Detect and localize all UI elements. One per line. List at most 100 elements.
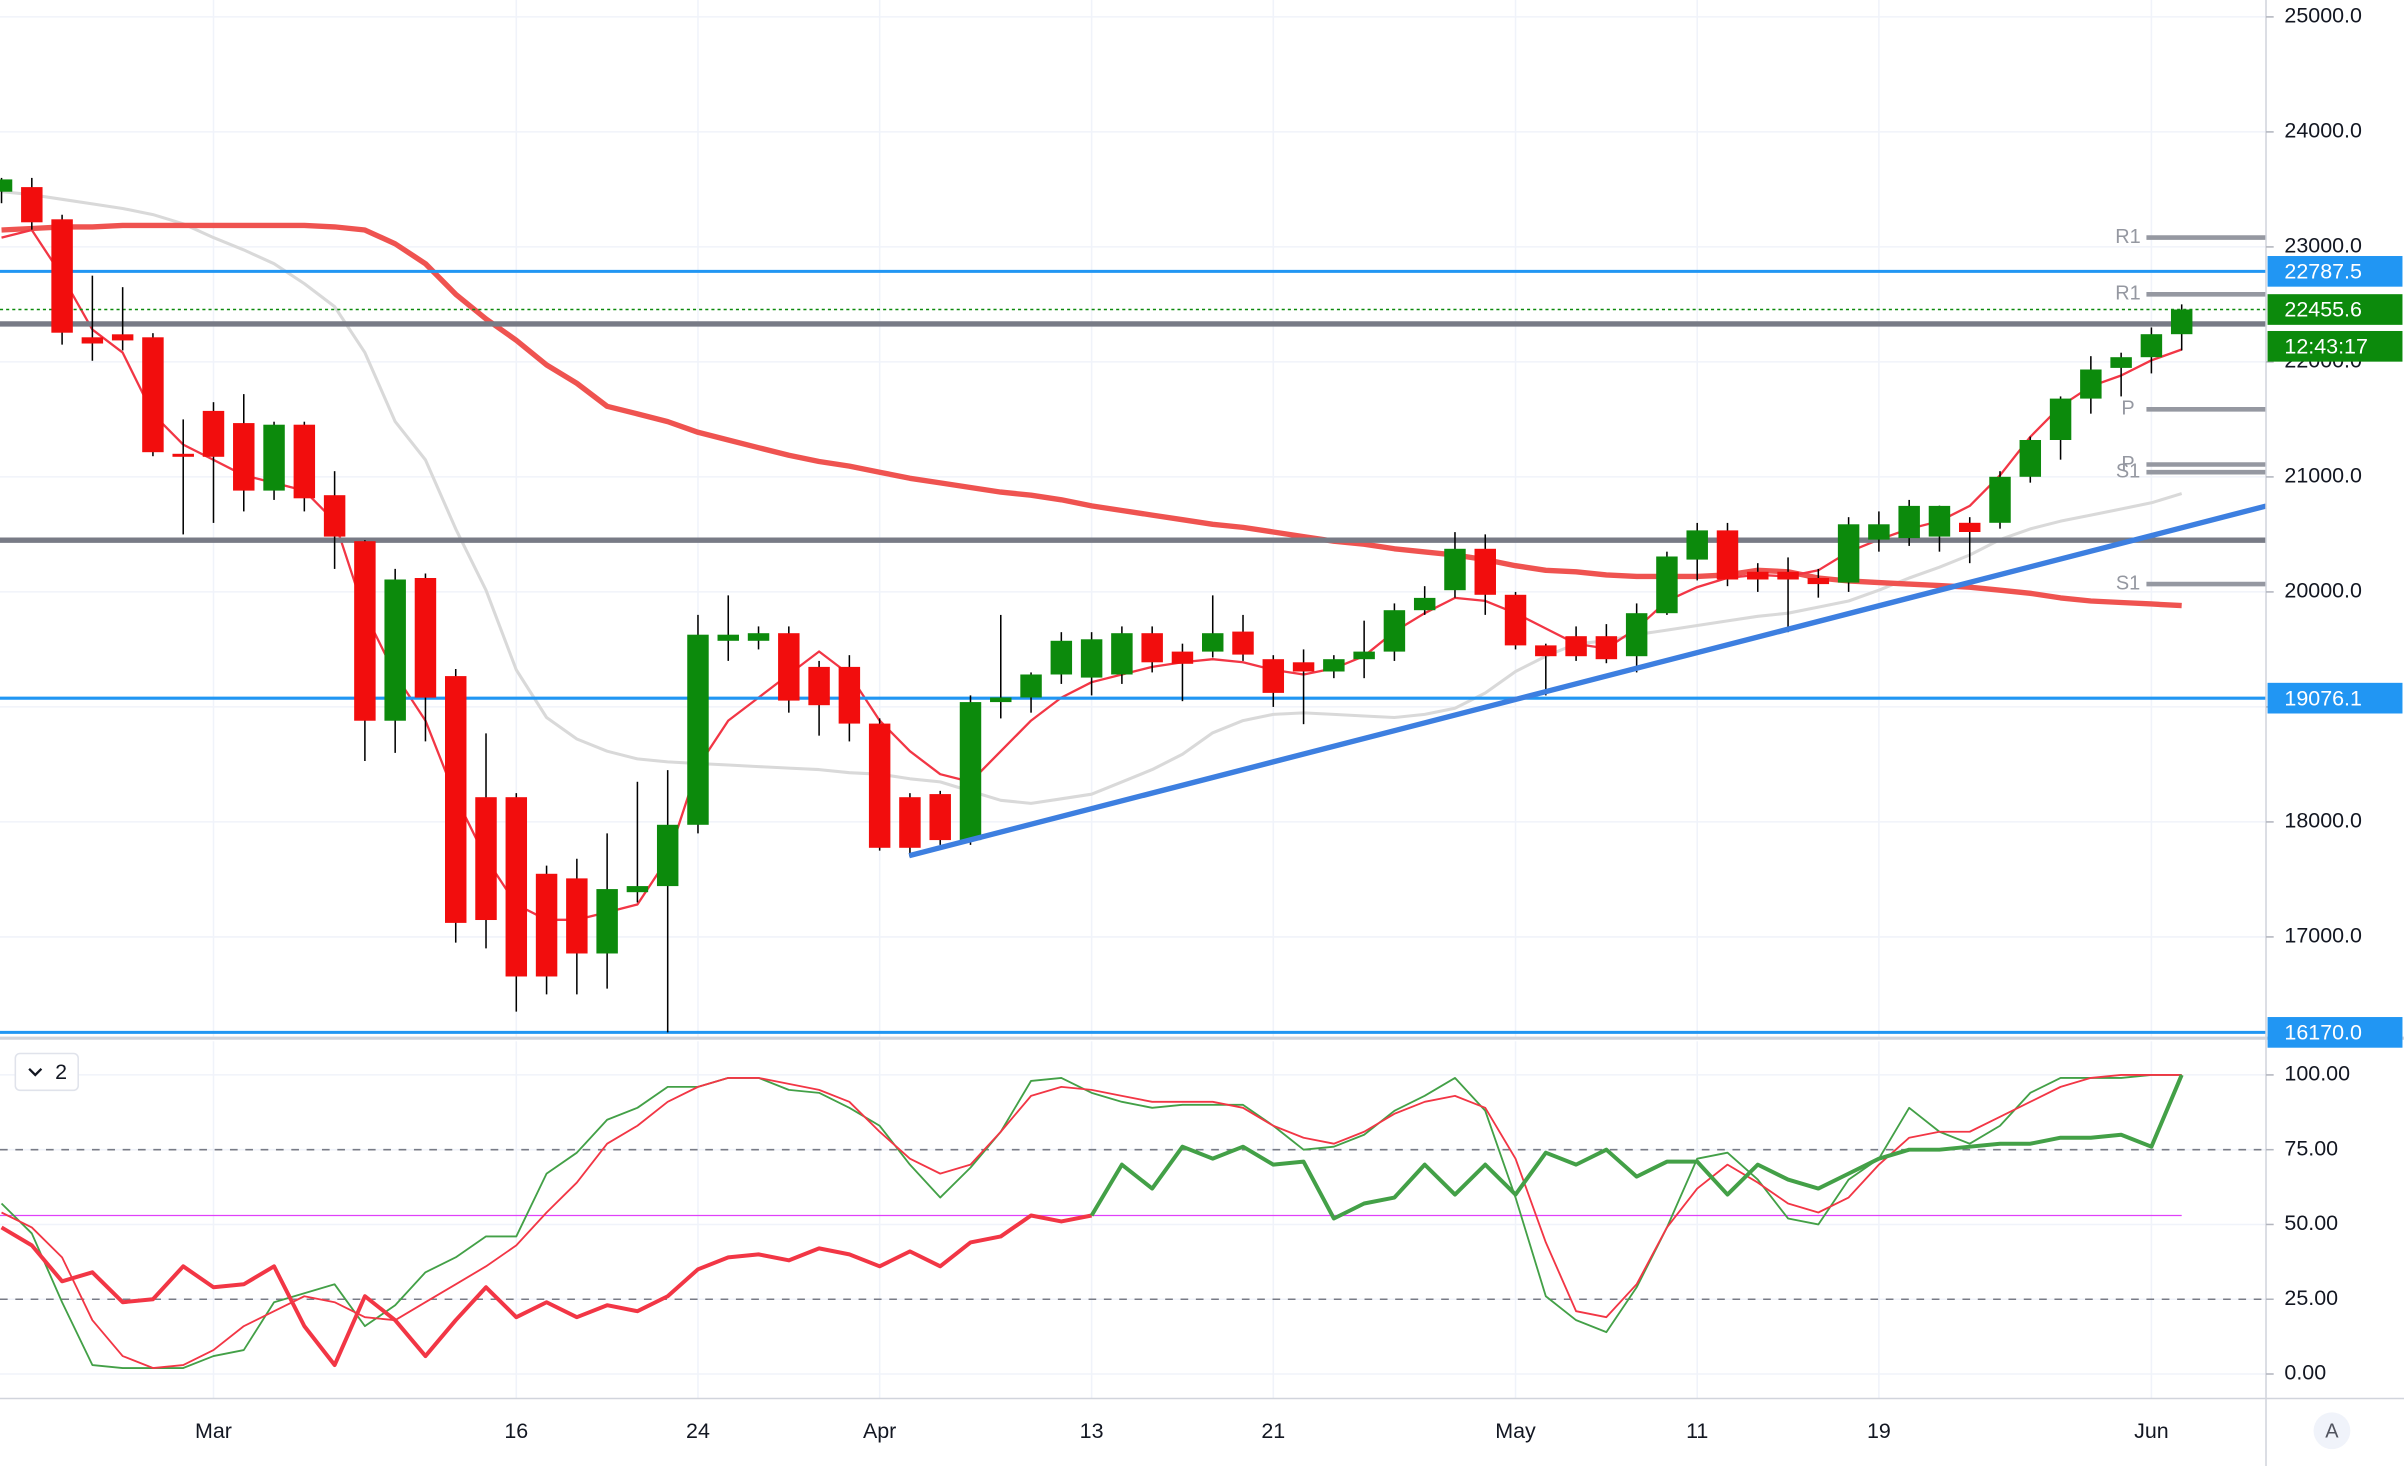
pivot-label: S1 — [2116, 572, 2140, 594]
auto-scale-label[interactable]: A — [2325, 1421, 2339, 1443]
candle-body — [838, 666, 861, 724]
candle-body — [990, 697, 1012, 703]
candle-body — [81, 337, 104, 344]
axes: Mar 16 24 Apr 13 21 May 11 19 Jun 17000.0 18000.0 19… — [195, 4, 2403, 1443]
candle-body — [475, 797, 497, 921]
candle-body — [233, 423, 255, 491]
candle-body — [142, 337, 164, 453]
x-tick-label: 19 — [1867, 1419, 1891, 1443]
candle-body — [2110, 357, 2132, 368]
candle-body — [505, 797, 528, 977]
candle-body — [354, 541, 376, 721]
pivot-label: R1 — [2115, 283, 2140, 305]
candle-body — [21, 187, 43, 223]
indicator-line — [0, 1213, 1092, 1368]
candle-body — [202, 410, 225, 457]
price-line-label-box — [2267, 256, 2403, 287]
y-tick-label: 100.00 — [2284, 1062, 2350, 1086]
candle-body — [959, 702, 982, 841]
last-price-label-box — [2267, 294, 2403, 325]
pivot-label: P — [2121, 453, 2134, 475]
candle-body — [384, 579, 406, 721]
candle-body — [2140, 334, 2163, 358]
countdown-box — [2267, 330, 2403, 362]
candle-body — [778, 633, 800, 701]
candle-body — [535, 873, 558, 977]
candle-body — [566, 878, 588, 954]
candle-body — [1292, 662, 1315, 672]
trendline — [908, 503, 2267, 859]
candles — [0, 177, 2193, 1033]
candle-body — [868, 723, 891, 848]
candle-body — [1686, 530, 1708, 560]
x-tick-label: 13 — [1080, 1419, 1104, 1443]
candle-body — [1898, 505, 1920, 539]
x-tick-label: Apr — [863, 1419, 896, 1443]
candle-body — [1747, 571, 1769, 580]
candle-body — [687, 634, 709, 825]
y-tick-label: 0.00 — [2284, 1361, 2326, 1385]
pivot-label: S1 — [2116, 460, 2140, 482]
candle-body — [1050, 640, 1073, 675]
candle-body — [172, 453, 194, 457]
x-tick-label: Mar — [195, 1419, 232, 1443]
auto-scale-button[interactable]: A — [2313, 1412, 2351, 1450]
chevron-icon[interactable] — [28, 1068, 43, 1077]
candle-body — [1020, 674, 1042, 698]
countdown: 12:43:17 — [2284, 335, 2368, 359]
candle-body — [1080, 639, 1103, 678]
indicator-toggle[interactable]: 2 — [14, 1052, 79, 1092]
indicator-toggle-box[interactable] — [14, 1052, 79, 1092]
candle-body — [51, 219, 73, 333]
candle-body — [1323, 659, 1345, 672]
x-tick-label: Jun — [2134, 1419, 2169, 1443]
indicator-line — [1089, 1074, 2184, 1221]
last-price-label: 22455.6 — [2284, 298, 2362, 322]
x-tick-label: 11 — [1686, 1419, 1708, 1443]
grid — [0, 0, 2267, 1399]
candle-body — [1565, 636, 1587, 657]
candle-body — [1989, 476, 2011, 523]
candle-body — [1958, 522, 1981, 532]
candle-body — [1413, 597, 1436, 611]
candle-body — [0, 179, 13, 192]
candle-body — [1474, 548, 1496, 595]
candle-body — [1535, 645, 1557, 657]
candle-body — [1868, 524, 1890, 540]
candle-body — [1171, 651, 1194, 664]
price-line-label: 22787.5 — [2284, 260, 2362, 284]
x-tick-label: May — [1495, 1419, 1536, 1443]
candle-body — [2170, 309, 2193, 335]
candle-body — [1141, 633, 1163, 663]
indicator-count[interactable]: 2 — [55, 1060, 67, 1084]
pivot-label: P — [2121, 398, 2134, 420]
candle-body — [1504, 594, 1527, 646]
candle-body — [1928, 505, 1951, 537]
price-line-label-box — [2267, 682, 2403, 714]
indicator-line — [1, 1073, 2182, 1369]
candle-body — [899, 797, 921, 848]
indicator-line — [1, 190, 2183, 805]
price-line-label-box — [2267, 1017, 2403, 1048]
indicator-line — [0, 1073, 2182, 1369]
y-tick-label: 23000.0 — [2284, 234, 2362, 258]
candle-body — [293, 424, 316, 499]
candle-body — [1262, 659, 1285, 693]
candle-body — [1232, 631, 1254, 655]
candle-body — [1383, 610, 1406, 652]
y-tick-label: 21000.0 — [2284, 464, 2362, 488]
candle-body — [1595, 636, 1618, 660]
candle-body — [2049, 398, 2072, 440]
levels — [0, 235, 2267, 1034]
candle-body — [111, 334, 134, 341]
candle-body — [445, 676, 467, 923]
auto-scale-circle[interactable] — [2313, 1412, 2351, 1450]
y-tick-label: 75.00 — [2284, 1136, 2338, 1160]
y-tick-label: 20000.0 — [2284, 579, 2362, 603]
y-tick-label: 25000.0 — [2284, 4, 2362, 28]
y-tick-label: 24000.0 — [2284, 119, 2362, 143]
price-line-label: 19076.1 — [2284, 686, 2362, 710]
candle-body — [1444, 548, 1466, 591]
